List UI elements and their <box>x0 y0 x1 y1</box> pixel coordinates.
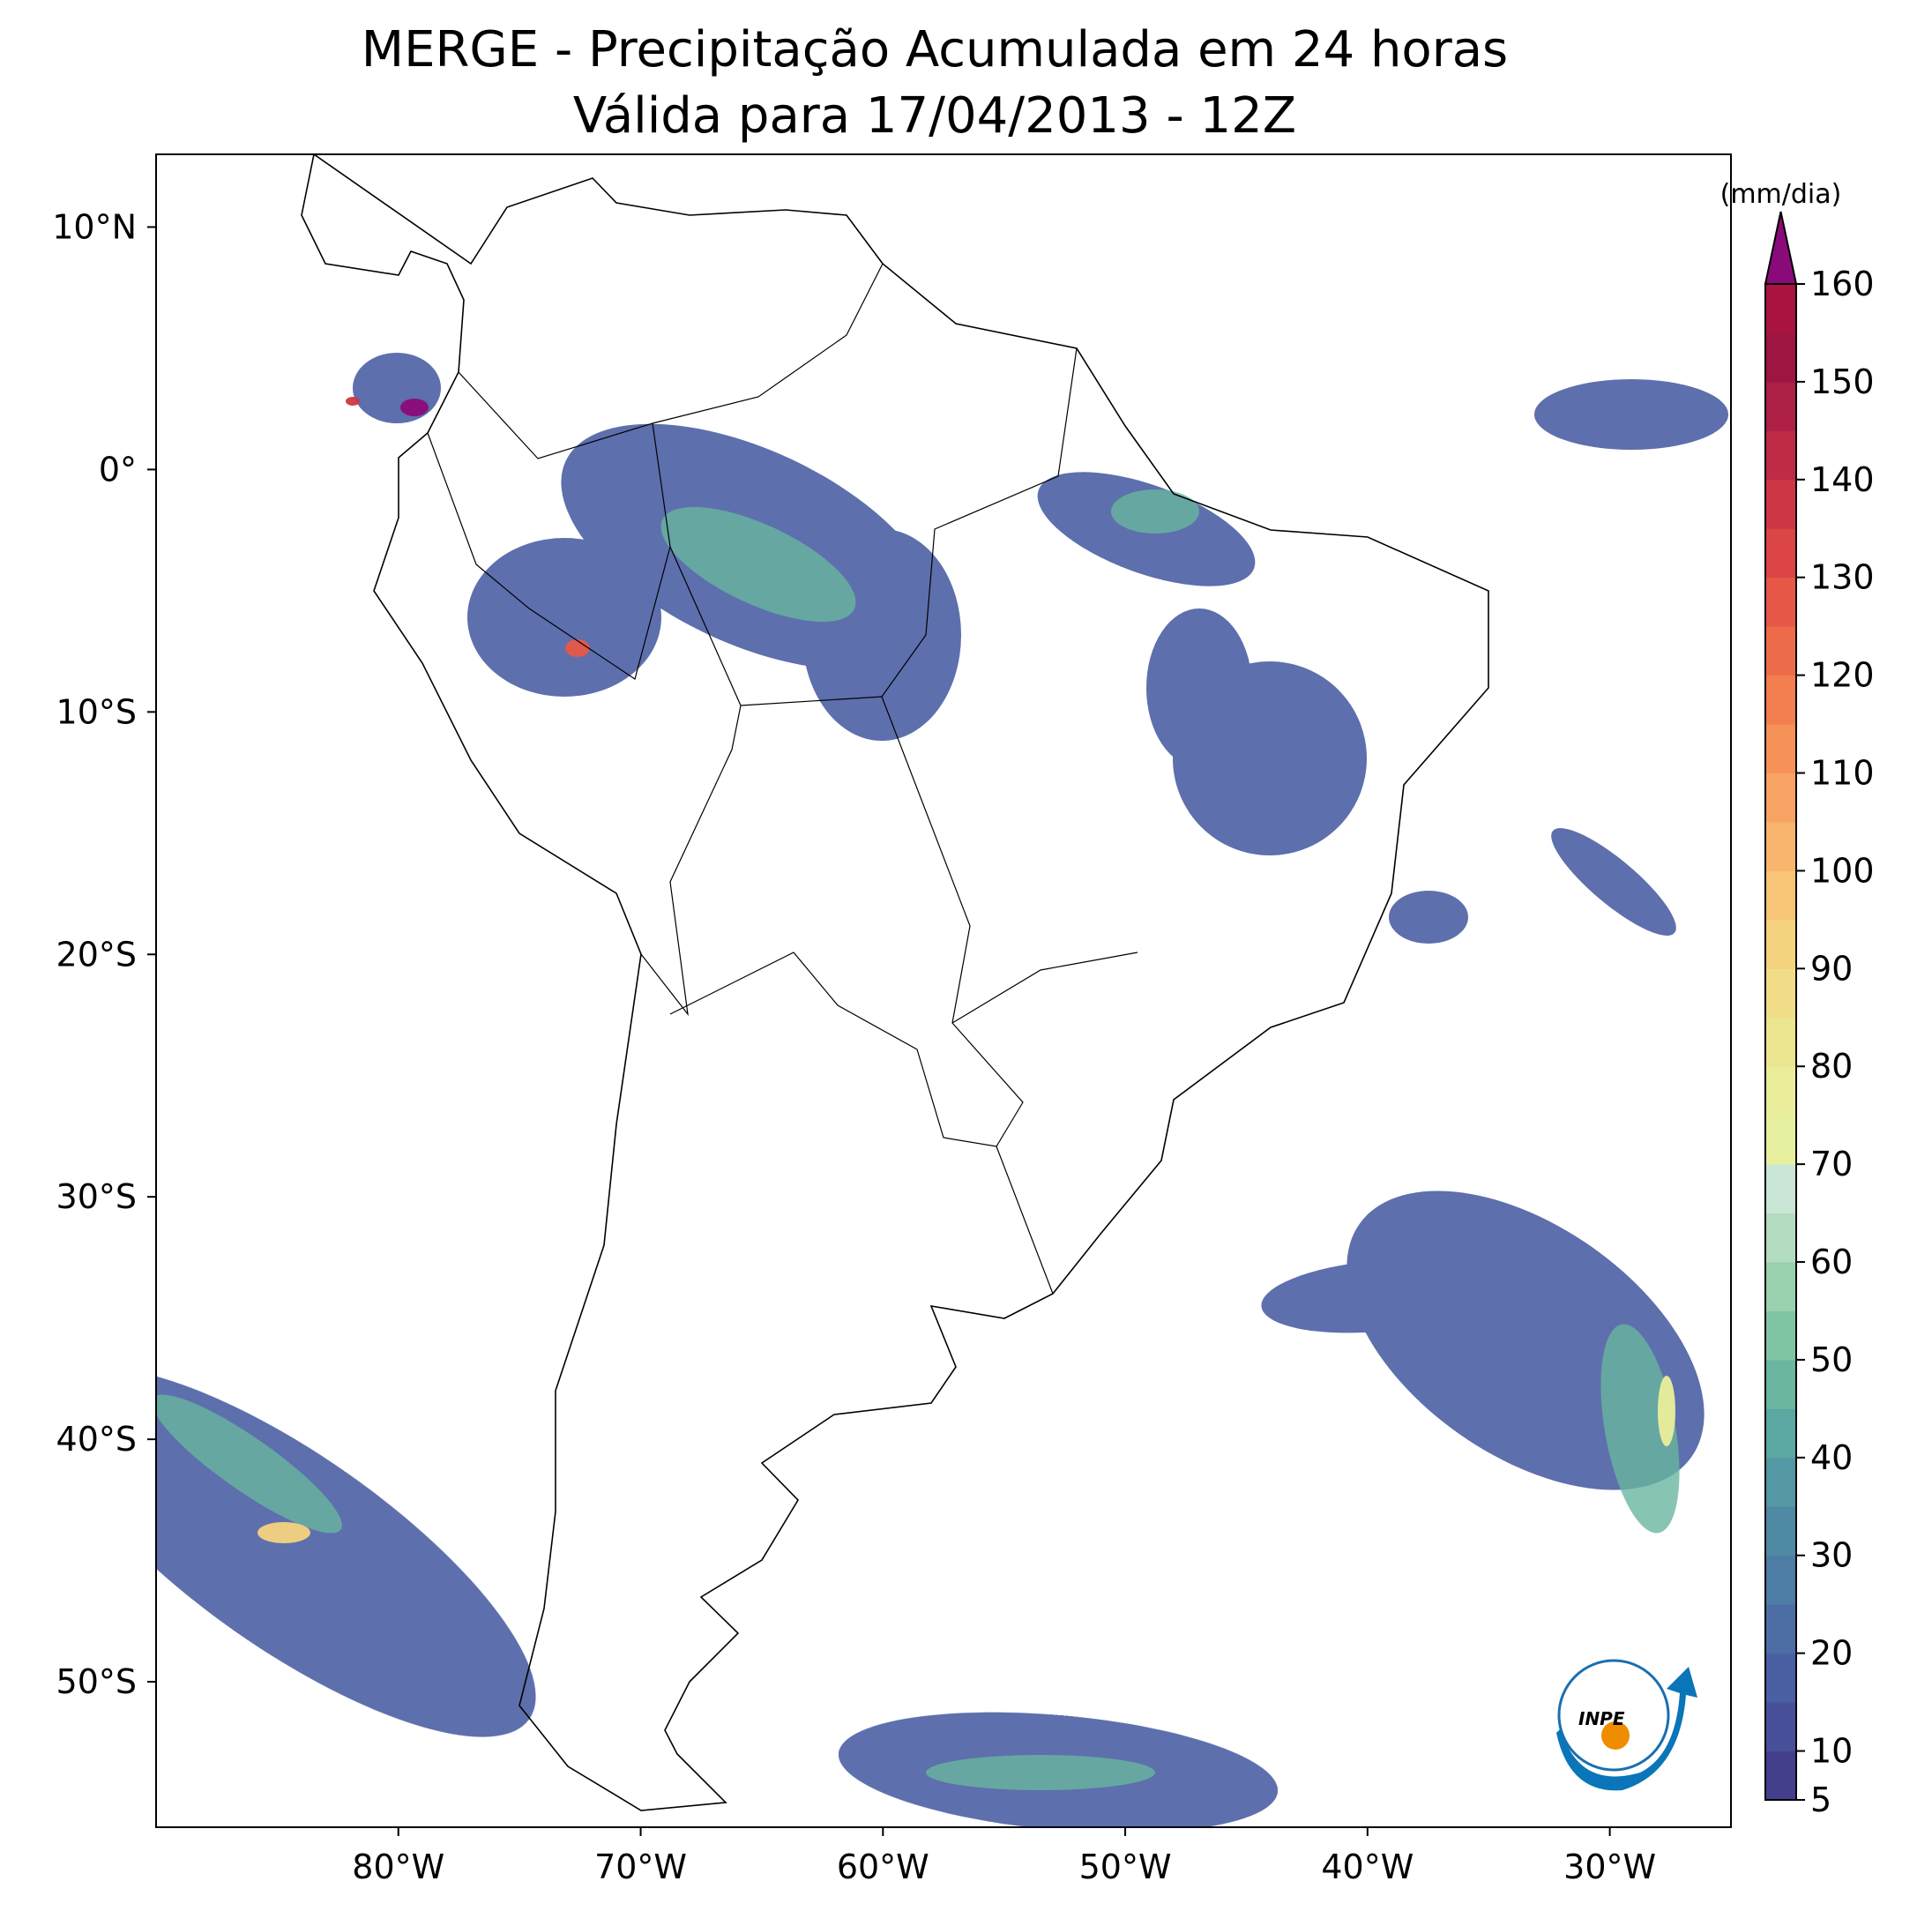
colorbar-tick-label: 20 <box>1810 1634 1853 1673</box>
colorbar-band <box>1765 1702 1796 1752</box>
colorbar-tick-label: 50 <box>1810 1340 1853 1379</box>
colorbar-tick-label: 100 <box>1810 851 1875 890</box>
colorbar-band <box>1765 870 1796 921</box>
colorbar-unit: (mm/dia) <box>1720 179 1842 210</box>
x-tick-label: 30°W <box>1563 1848 1656 1886</box>
colorbar-band <box>1765 1066 1796 1116</box>
colorbar-frame <box>1764 283 1797 1801</box>
colorbar-band <box>1765 284 1796 333</box>
y-tick-label: 20°S <box>56 935 137 974</box>
logo-text: INPE <box>1578 1708 1625 1729</box>
x-tick-label: 60°W <box>837 1848 929 1886</box>
x-tick-label: 80°W <box>352 1848 444 1886</box>
map-frame <box>155 153 1732 1828</box>
colorbar-band <box>1765 675 1796 725</box>
colorbar-band <box>1765 1506 1796 1556</box>
colorbar-tick-label: 120 <box>1810 656 1875 695</box>
title: MERGE - Precipitação Acumulada em 24 hor… <box>362 21 1508 78</box>
colorbar-extend <box>1764 211 1798 285</box>
x-tick-label: 40°W <box>1321 1848 1414 1886</box>
colorbar-band <box>1765 821 1796 871</box>
colorbar-band <box>1765 626 1796 676</box>
colorbar-tick-label: 10 <box>1810 1732 1853 1771</box>
y-tick-label: 30°S <box>56 1177 137 1216</box>
colorbar-band <box>1765 430 1796 481</box>
colorbar-tick-label: 60 <box>1810 1243 1853 1281</box>
x-tick-label: 50°W <box>1079 1848 1172 1886</box>
colorbar-band <box>1765 528 1796 579</box>
y-tick-label: 0° <box>99 450 137 489</box>
colorbar-band <box>1765 1359 1796 1409</box>
colorbar-band <box>1765 381 1796 431</box>
colorbar-band <box>1765 919 1796 969</box>
colorbar-tick-label: 140 <box>1810 460 1875 499</box>
colorbar-band <box>1765 577 1796 627</box>
colorbar-band <box>1765 332 1796 383</box>
colorbar-band <box>1765 1555 1796 1605</box>
colorbar-tick-label: 30 <box>1810 1536 1853 1575</box>
colorbar-tick-label: 90 <box>1810 949 1853 988</box>
colorbar-tick-label: 110 <box>1810 754 1875 793</box>
colorbar-tick-label: 5 <box>1810 1780 1831 1819</box>
logo: INPE <box>1556 1659 1697 1791</box>
y-tick-label: 10°S <box>56 692 137 731</box>
colorbar-band <box>1765 1751 1796 1801</box>
colorbar-tick-label: 40 <box>1810 1438 1853 1477</box>
colorbar-band <box>1765 773 1796 823</box>
colorbar-band <box>1765 1457 1796 1507</box>
coastline <box>301 153 1489 1811</box>
colorbar-band <box>1765 968 1796 1019</box>
y-tick-label: 40°S <box>56 1420 137 1459</box>
country-borders <box>427 263 1138 1295</box>
colorbar-band <box>1765 1310 1796 1361</box>
colorbar-band <box>1765 1408 1796 1459</box>
colorbar-band <box>1765 1164 1796 1214</box>
colorbar-band <box>1765 1213 1796 1263</box>
colorbar-band <box>1765 1653 1796 1703</box>
colorbar-tick-label: 130 <box>1810 558 1875 597</box>
x-tick-label: 70°W <box>594 1848 687 1886</box>
colorbar-band <box>1765 724 1796 774</box>
colorbar-tick-label: 80 <box>1810 1047 1853 1086</box>
y-tick-label: 10°N <box>52 207 137 246</box>
colorbar-band <box>1765 1604 1796 1654</box>
colorbar-band <box>1765 1115 1796 1165</box>
colorbar-tick-label: 160 <box>1810 265 1875 303</box>
colorbar-tick-label: 150 <box>1810 362 1875 401</box>
subtitle: Válida para 17/04/2013 - 12Z <box>573 87 1296 145</box>
precipitation-fields <box>156 353 1728 1827</box>
colorbar-tick-label: 70 <box>1810 1145 1853 1183</box>
colorbar-band <box>1765 1262 1796 1311</box>
y-tick-label: 50°S <box>56 1662 137 1701</box>
colorbar-band <box>1765 479 1796 529</box>
colorbar-band <box>1765 1017 1796 1067</box>
